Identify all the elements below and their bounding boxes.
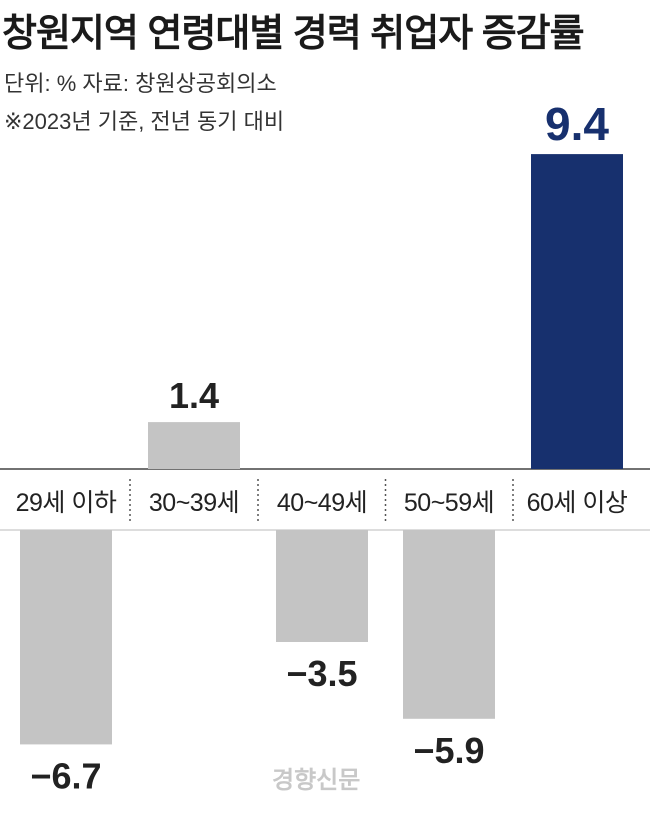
unit-source-note: 단위: % 자료: 창원상공회의소 xyxy=(4,71,277,96)
bar-2 xyxy=(276,530,368,642)
category-label-1: 30~39세 xyxy=(149,489,239,517)
basis-note: ※2023년 기준, 전년 동기 대비 xyxy=(4,109,285,134)
value-label-4: 9.4 xyxy=(545,98,609,150)
category-label-0: 29세 이하 xyxy=(16,489,117,517)
bar-0 xyxy=(20,530,112,745)
category-label-2: 40~49세 xyxy=(277,489,367,517)
value-label-2: −3.5 xyxy=(286,653,357,694)
publisher-watermark: 경향신문 xyxy=(272,767,361,794)
category-label-4: 60세 이상 xyxy=(527,489,628,517)
category-label-3: 50~59세 xyxy=(404,489,494,517)
chart-title: 창원지역 연령대별 경력 취업자 증감률 xyxy=(2,13,585,55)
bar-1 xyxy=(148,422,240,469)
bar-3 xyxy=(403,530,495,719)
bar-4 xyxy=(531,154,623,469)
value-label-3: −5.9 xyxy=(413,730,484,771)
value-label-1: 1.4 xyxy=(169,375,219,416)
value-label-0: −6.7 xyxy=(30,755,101,796)
